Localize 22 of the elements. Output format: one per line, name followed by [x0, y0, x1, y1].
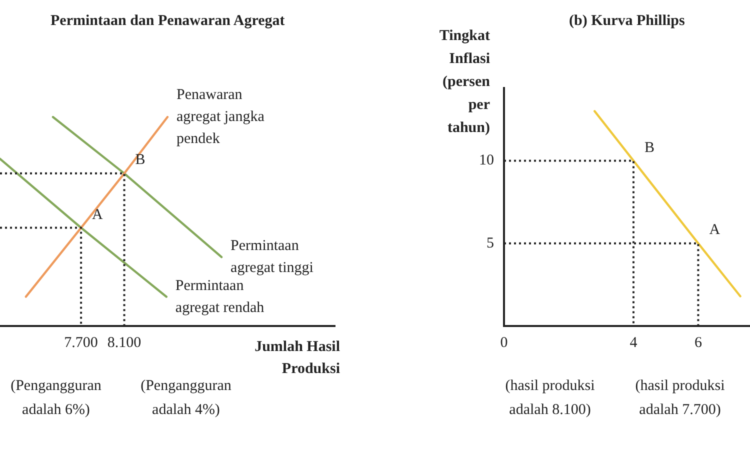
series-label: Penawaran agregat jangka pendek — [176, 86, 266, 149]
text: (hasil produksi adalah 7.700) — [634, 377, 726, 420]
series-label: Permintaan agregat rendah — [175, 276, 266, 318]
y-tick-label: 5 — [486, 235, 494, 252]
annotation: A — [709, 221, 720, 240]
x-tick-label: 6 — [694, 334, 702, 351]
x-tick-label: 4 — [630, 334, 638, 351]
y-axis-title: Tingkat Inflasi (persen per tahun) — [438, 27, 490, 138]
annotation: B — [135, 151, 146, 170]
x-tick-label: 7.700 — [64, 334, 98, 351]
text: (hasil produksi adalah 8.100) — [504, 377, 596, 420]
text: (Pengangguran adalah 4%) — [140, 377, 232, 420]
x-tick-label: 0 — [500, 334, 508, 351]
chart-title: Permintaan dan Penawaran Agregat — [50, 12, 285, 31]
annotation: B — [644, 138, 654, 158]
series-label: Permintaan agregat tinggi — [230, 237, 314, 278]
y-tick-label: 10 — [479, 152, 494, 169]
text: (Pengangguran adalah 6%) — [10, 377, 102, 420]
chart-title: (b) Kurva Phillips — [569, 12, 685, 31]
annotation: A — [92, 206, 103, 225]
x-axis-title: Jumlah Hasil Produksi — [254, 339, 340, 377]
x-tick-label: 8.100 — [107, 334, 142, 351]
